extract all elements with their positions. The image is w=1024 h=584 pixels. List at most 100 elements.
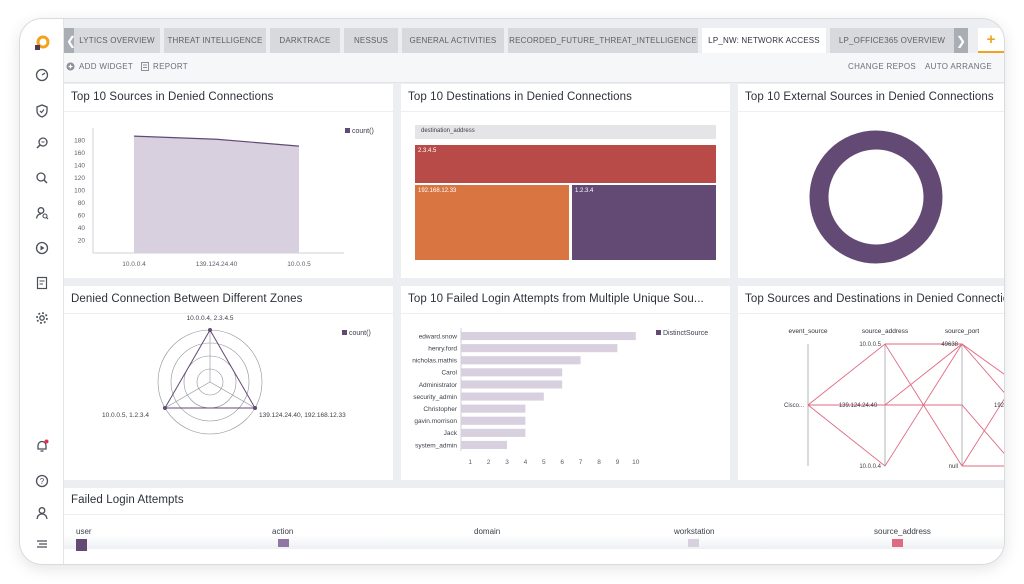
x-tick-label: 9 <box>616 459 620 466</box>
y-tick-label: edward.snow <box>419 333 458 340</box>
auto-arrange-label: AUTO ARRANGE <box>925 62 993 71</box>
radar-axis-label: 10.0.0.4, 2.3.4.5 <box>187 315 234 322</box>
x-tick-label: 5 <box>542 459 546 466</box>
axis-value-label: 139.124.24.40 <box>839 403 878 409</box>
report-button[interactable]: REPORT <box>141 62 188 71</box>
widget-title: Denied Connection Between Different Zone… <box>71 293 303 305</box>
donut-chart <box>809 130 943 264</box>
x-tick-label: 6 <box>560 459 564 466</box>
dashboard-icon[interactable] <box>32 65 52 85</box>
parallel-line[interactable] <box>961 382 1004 467</box>
area-chart: 180 160 140 120 100 80 60 40 20 10.0.0.4 139.124.2… <box>74 128 374 268</box>
add-widget-label: ADD WIDGET <box>79 62 134 71</box>
widget-failed-login-attempts: Failed Login Attempts user action domain wo… <box>64 488 1004 564</box>
report-icon[interactable] <box>32 273 52 293</box>
radar-point[interactable] <box>208 328 212 332</box>
add-widget-button[interactable]: ADD WIDGET <box>66 62 133 71</box>
bar-chart: edward.snow henry.ford nicholas.mathis Caro… <box>412 328 708 466</box>
logo-icon <box>35 35 50 50</box>
auto-arrange-button[interactable]: AUTO ARRANGE <box>925 62 992 71</box>
column-header[interactable]: workstation <box>674 527 715 536</box>
y-tick-label: Carol <box>441 370 457 377</box>
tabs-scroll-right-icon[interactable]: ❯ <box>954 28 968 53</box>
report-label: REPORT <box>153 62 188 71</box>
bar[interactable] <box>461 404 526 413</box>
axis-value-label: 192.168... <box>994 403 1004 409</box>
widget-title: Top 10 External Sources in Denied Connec… <box>745 91 994 103</box>
y-tick-label: 180 <box>74 138 85 145</box>
user-search-icon[interactable] <box>32 203 52 223</box>
add-circle-icon <box>66 62 75 71</box>
axis-value-label: null <box>949 464 958 470</box>
parallel-line[interactable] <box>808 343 1004 406</box>
bar[interactable] <box>461 368 563 377</box>
y-tick-label: 160 <box>74 150 85 157</box>
search-zoom-icon[interactable] <box>32 133 52 153</box>
x-tick-label: 3 <box>505 459 509 466</box>
change-repos-button[interactable]: CHANGE REPOS <box>848 62 916 71</box>
bar[interactable] <box>461 344 618 353</box>
shield-icon[interactable] <box>32 101 52 121</box>
bar[interactable] <box>461 416 526 425</box>
y-tick-label: 100 <box>74 188 85 195</box>
donut-slice[interactable] <box>809 130 943 264</box>
column-color-swatch <box>688 539 699 547</box>
column-header[interactable]: source_address <box>874 527 931 536</box>
bar[interactable] <box>461 428 526 437</box>
tab-threat-intelligence[interactable]: THREAT INTELLIGENCE <box>164 28 266 53</box>
column-color-swatch <box>892 539 903 547</box>
x-tick-label: 2 <box>487 459 491 466</box>
radar-point[interactable] <box>162 406 167 410</box>
bell-icon[interactable] <box>32 436 52 456</box>
tab-nessus[interactable]: NESSUS <box>344 28 398 53</box>
tab-darktrace[interactable]: DARKTRACE <box>270 28 340 53</box>
bar[interactable] <box>461 380 563 389</box>
search-icon[interactable] <box>32 168 52 188</box>
treemap-cell[interactable]: 192.168.12.33 <box>415 185 569 260</box>
bar[interactable] <box>461 356 581 365</box>
radar-point[interactable] <box>253 406 258 410</box>
widget-top-sources-destinations: Top Sources and Destinations in Denied C… <box>738 286 1004 480</box>
tab-lp-office365-overview[interactable]: LP_OFFICE365 OVERVIEW <box>830 28 954 53</box>
treemap-header: destination_address <box>415 125 716 139</box>
y-tick-label: henry.ford <box>428 345 457 352</box>
radar-spoke <box>209 381 256 409</box>
treemap-cell[interactable]: 1.2.3.4 <box>572 185 716 260</box>
treemap-cell[interactable]: 2.3.4.5 <box>415 145 716 183</box>
user-icon[interactable] <box>32 503 52 523</box>
column-header[interactable]: user <box>76 527 92 536</box>
widget-failed-login-unique-sources: Top 10 Failed Login Attempts from Multip… <box>401 286 730 480</box>
dashboard-tabs: ❮ LYTICS OVERVIEW THREAT INTELLIGENCE DA… <box>64 28 1004 53</box>
parallel-line[interactable] <box>885 404 1004 466</box>
help-icon[interactable]: ? <box>32 471 52 491</box>
widget-top-destinations: Top 10 Destinations in Denied Connection… <box>401 84 730 278</box>
widget-denied-between-zones: Denied Connection Between Different Zone… <box>64 286 393 480</box>
axis-title: source_address <box>862 328 909 335</box>
tab-lytics-overview[interactable]: LYTICS OVERVIEW <box>74 28 160 53</box>
y-tick-label: gavin.morrison <box>414 418 457 425</box>
legend-swatch <box>345 128 350 133</box>
svg-text:?: ? <box>40 477 45 486</box>
dashboard-toolbar: ADD WIDGET REPORT CHANGE REPOS AUTO ARRA… <box>64 53 1004 83</box>
bar[interactable] <box>461 440 507 449</box>
gear-icon[interactable] <box>32 308 52 328</box>
add-tab-button[interactable]: + <box>978 28 1004 53</box>
play-circle-icon[interactable] <box>32 238 52 258</box>
column-header[interactable]: domain <box>474 527 501 536</box>
radar-spoke <box>164 381 211 409</box>
menu-icon[interactable] <box>32 534 52 554</box>
axis-title: event_source <box>788 328 827 335</box>
widget-top-external-sources: Top 10 External Sources in Denied Connec… <box>738 84 1004 278</box>
y-tick-label: Administrator <box>419 382 458 389</box>
treemap-cell-label: 2.3.4.5 <box>418 148 437 154</box>
tab-lp-nw-network-access[interactable]: LP_NW: NETWORK ACCESS <box>702 28 826 53</box>
area-series[interactable] <box>134 136 299 253</box>
y-tick-label: system_admin <box>415 442 457 449</box>
tab-recorded-future-threat-intelligence[interactable]: RECORDED_FUTURE_THREAT_INTELLIGENCE <box>508 28 698 53</box>
tab-general-activities[interactable]: GENERAL ACTIVITIES <box>402 28 504 53</box>
column-header[interactable]: action <box>272 527 294 536</box>
document-icon <box>141 62 149 71</box>
bar[interactable] <box>461 332 636 341</box>
bar[interactable] <box>461 392 544 401</box>
change-repos-label: CHANGE REPOS <box>848 62 917 71</box>
